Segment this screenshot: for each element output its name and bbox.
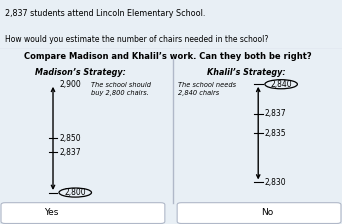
Text: How would you estimate the number of chairs needed in the school?: How would you estimate the number of cha…	[5, 35, 268, 45]
Text: 2,837 students attend Lincoln Elementary School.: 2,837 students attend Lincoln Elementary…	[5, 9, 206, 18]
FancyBboxPatch shape	[177, 203, 341, 224]
Text: Compare Madison and Khalil’s work. Can they both be right?: Compare Madison and Khalil’s work. Can t…	[24, 52, 312, 61]
Text: 2,840: 2,840	[270, 80, 292, 89]
Text: 2,837: 2,837	[59, 148, 81, 157]
Text: No: No	[261, 209, 273, 218]
Text: Yes: Yes	[44, 209, 58, 218]
Text: 2,837: 2,837	[264, 109, 286, 118]
Text: 2,850: 2,850	[59, 134, 81, 143]
Text: The school needs
2,840 chairs: The school needs 2,840 chairs	[178, 82, 236, 97]
Text: 2,800: 2,800	[64, 188, 86, 197]
FancyBboxPatch shape	[1, 203, 165, 224]
Text: Khalil’s Strategy:: Khalil’s Strategy:	[207, 69, 286, 78]
Text: The school should
buy 2,800 chairs.: The school should buy 2,800 chairs.	[91, 82, 150, 97]
Text: Madison’s Strategy:: Madison’s Strategy:	[35, 69, 126, 78]
Text: 2,830: 2,830	[264, 178, 286, 187]
Text: 2,900: 2,900	[59, 80, 81, 89]
Text: 2,835: 2,835	[264, 129, 286, 138]
